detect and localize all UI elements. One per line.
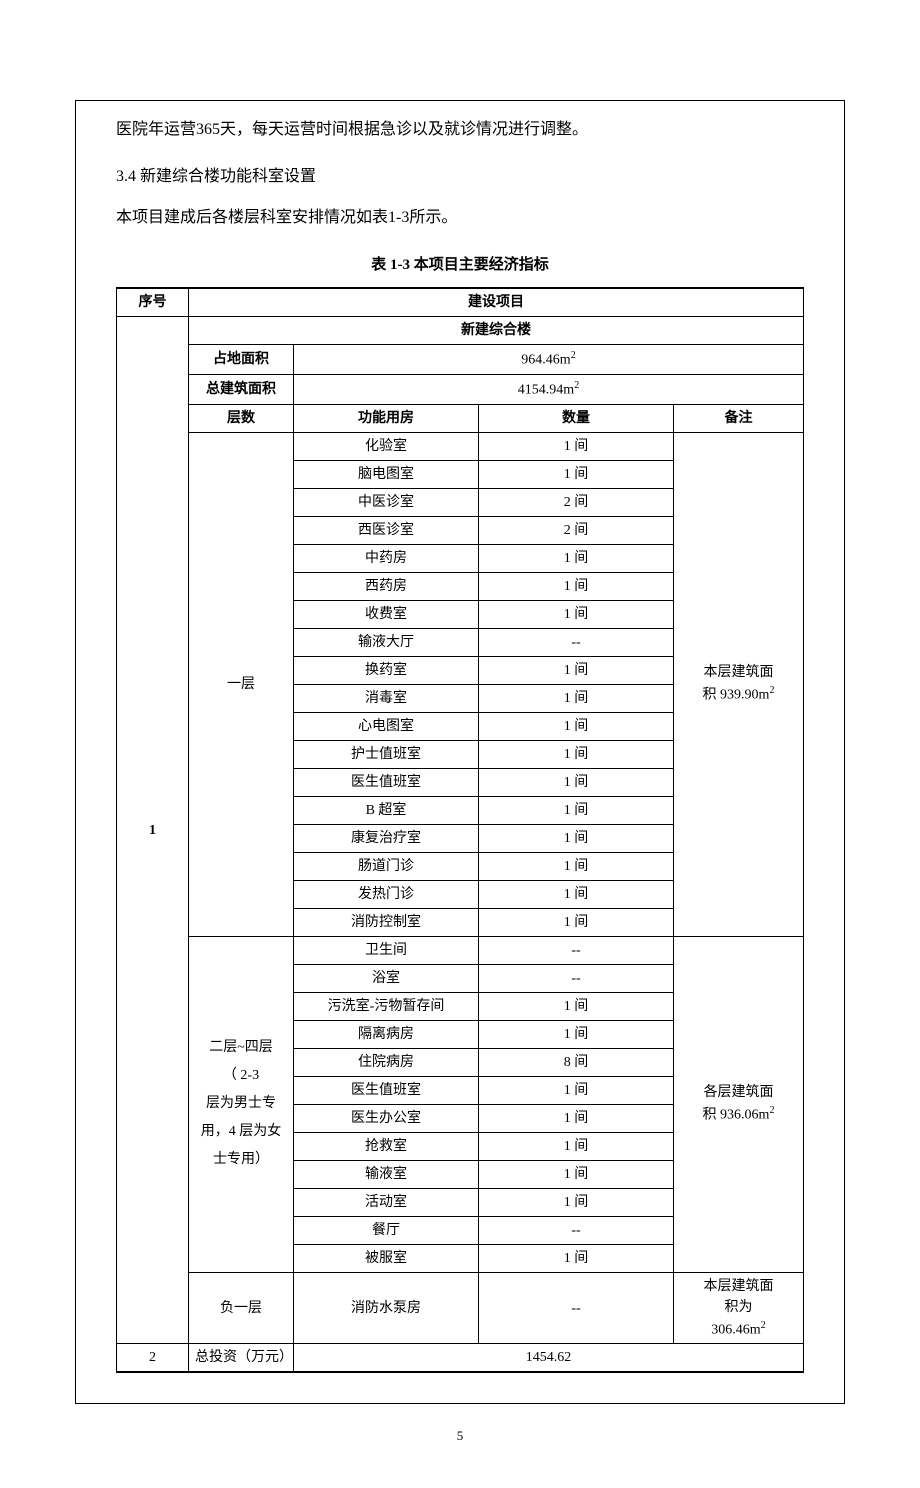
table-cell: 1 间	[479, 880, 674, 908]
table-cell: 输液室	[294, 1160, 479, 1188]
section-heading-3-4: 3.4 新建综合楼功能科室设置	[116, 163, 804, 192]
table-cell: 1 间	[479, 852, 674, 880]
table-caption: 表 1-3 本项目主要经济指标	[116, 252, 804, 279]
table-cell: --	[479, 964, 674, 992]
basement-qty: --	[479, 1272, 674, 1344]
table-cell: 医生值班室	[294, 1076, 479, 1104]
table-cell: 隔离病房	[294, 1020, 479, 1048]
table-cell: 1 间	[479, 684, 674, 712]
table-cell: 肠道门诊	[294, 852, 479, 880]
th-project: 建设项目	[189, 288, 804, 317]
table-cell: 中医诊室	[294, 488, 479, 516]
table-cell: 1 间	[479, 600, 674, 628]
table-cell: 1 间	[479, 1160, 674, 1188]
value-land-area: 964.46m2	[294, 345, 804, 375]
table-cell: 抢救室	[294, 1132, 479, 1160]
table-cell: 8 间	[479, 1048, 674, 1076]
table-cell: 1 间	[479, 992, 674, 1020]
table-cell: 心电图室	[294, 712, 479, 740]
table-cell: 1 间	[479, 656, 674, 684]
economic-indicators-table: 序号 建设项目 1 新建综合楼 占地面积 964.46m2 总建筑面积 4154…	[116, 287, 804, 1373]
table-cell: 消毒室	[294, 684, 479, 712]
basement-label: 负一层	[189, 1272, 294, 1344]
table-cell: 1 间	[479, 768, 674, 796]
table-cell: 1 间	[479, 432, 674, 460]
th-seq: 序号	[117, 288, 189, 317]
table-cell: --	[479, 628, 674, 656]
table-cell: --	[479, 1216, 674, 1244]
table-cell: 1 间	[479, 572, 674, 600]
floor2to4-note: 各层建筑面 积 936.06m2	[674, 936, 804, 1272]
value-build-area: 4154.94m2	[294, 375, 804, 405]
table-cell: 医生办公室	[294, 1104, 479, 1132]
label-land-area: 占地面积	[189, 345, 294, 375]
table-cell: 餐厅	[294, 1216, 479, 1244]
floor1-note: 本层建筑面 积 939.90m2	[674, 432, 804, 936]
col-header-room: 功能用房	[294, 404, 479, 432]
table-cell: 1 间	[479, 1104, 674, 1132]
table-cell: 1 间	[479, 460, 674, 488]
table-cell: 西医诊室	[294, 516, 479, 544]
col-header-floor: 层数	[189, 404, 294, 432]
table-cell: 1 间	[479, 824, 674, 852]
table-cell: 1 间	[479, 544, 674, 572]
floor2to4-label: 二层~四层 （ 2-3 层为男士专 用，4 层为女 士专用）	[189, 936, 294, 1272]
table-cell: 1 间	[479, 1020, 674, 1048]
col-header-note: 备注	[674, 404, 804, 432]
table-cell: 化验室	[294, 432, 479, 460]
table-cell: 输液大厅	[294, 628, 479, 656]
page-frame: 医院年运营365天，每天运营时间根据急诊以及就诊情况进行调整。 3.4 新建综合…	[75, 100, 845, 1404]
seq-2-cell: 2	[117, 1344, 189, 1373]
table-cell: 发热门诊	[294, 880, 479, 908]
table-cell: 1 间	[479, 908, 674, 936]
table-cell: 1 间	[479, 1188, 674, 1216]
paragraph-operation: 医院年运营365天，每天运营时间根据急诊以及就诊情况进行调整。	[116, 116, 804, 145]
table-cell: B 超室	[294, 796, 479, 824]
col-header-qty: 数量	[479, 404, 674, 432]
table-cell: 护士值班室	[294, 740, 479, 768]
basement-room: 消防水泵房	[294, 1272, 479, 1344]
table-cell: 1 间	[479, 740, 674, 768]
table-cell: 浴室	[294, 964, 479, 992]
table-cell: 西药房	[294, 572, 479, 600]
floor1-label: 一层	[189, 432, 294, 936]
table-cell: 医生值班室	[294, 768, 479, 796]
table-cell: 住院病房	[294, 1048, 479, 1076]
label-build-area: 总建筑面积	[189, 375, 294, 405]
paragraph-intro: 本项目建成后各楼层科室安排情况如表1-3所示。	[116, 204, 804, 233]
seq-1-cell: 1	[117, 317, 189, 1344]
table-cell: 卫生间	[294, 936, 479, 964]
investment-label: 总投资（万元）	[189, 1344, 294, 1373]
table-cell: 污洗室-污物暂存间	[294, 992, 479, 1020]
table-cell: 2 间	[479, 516, 674, 544]
table-cell: 被服室	[294, 1244, 479, 1272]
table-cell: 消防控制室	[294, 908, 479, 936]
page-number: 5	[75, 1424, 845, 1447]
table-cell: 2 间	[479, 488, 674, 516]
table-cell: 收费室	[294, 600, 479, 628]
table-cell: 脑电图室	[294, 460, 479, 488]
table-cell: 康复治疗室	[294, 824, 479, 852]
investment-value: 1454.62	[294, 1344, 804, 1373]
table-cell: 活动室	[294, 1188, 479, 1216]
table-cell: 1 间	[479, 1244, 674, 1272]
table-cell: 中药房	[294, 544, 479, 572]
table-cell: 1 间	[479, 712, 674, 740]
table-cell: 换药室	[294, 656, 479, 684]
basement-note: 本层建筑面 积为 306.46m2	[674, 1272, 804, 1344]
table-cell: 1 间	[479, 1132, 674, 1160]
subheader-new-building: 新建综合楼	[189, 317, 804, 345]
table-cell: --	[479, 936, 674, 964]
table-cell: 1 间	[479, 796, 674, 824]
table-cell: 1 间	[479, 1076, 674, 1104]
